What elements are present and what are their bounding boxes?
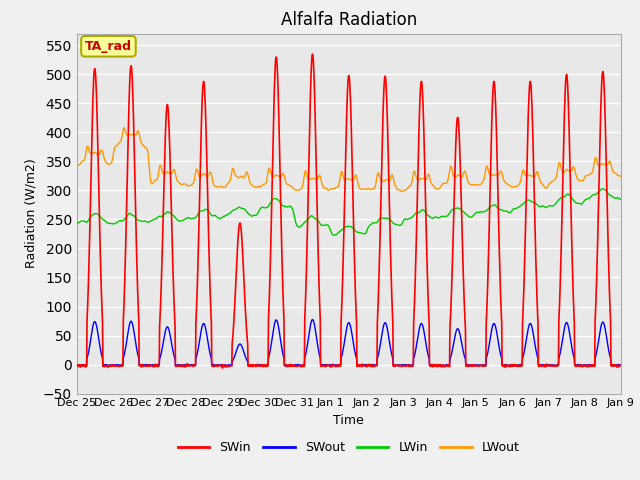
LWin — [194, 212, 202, 217]
Title: Alfalfa Radiation: Alfalfa Radiation — [281, 11, 417, 29]
SWout — [434, 362, 442, 368]
LWout — [434, 186, 442, 192]
LWout — [181, 181, 189, 187]
LWin — [617, 197, 625, 203]
Legend: SWin, SWout, LWin, LWout: SWin, SWout, LWin, LWout — [173, 436, 524, 459]
Line: LWin: LWin — [77, 189, 621, 235]
LWout — [617, 173, 625, 179]
SWin — [553, 363, 561, 369]
Line: SWin: SWin — [77, 54, 621, 368]
LWin — [330, 232, 338, 238]
LWin — [73, 220, 81, 226]
SWout — [73, 362, 81, 368]
X-axis label: Time: Time — [333, 414, 364, 427]
LWin — [599, 186, 607, 192]
LWout — [505, 182, 513, 188]
SWin — [308, 51, 316, 57]
LWin — [553, 200, 561, 205]
SWout — [180, 362, 188, 368]
SWin — [73, 363, 81, 369]
SWout — [226, 363, 234, 369]
LWin — [505, 209, 513, 215]
LWout — [553, 172, 561, 178]
Text: TA_rad: TA_rad — [85, 40, 132, 53]
LWout — [73, 162, 81, 168]
LWin — [434, 215, 442, 220]
LWout — [398, 189, 406, 194]
SWin — [218, 365, 226, 371]
LWout — [195, 170, 202, 176]
SWout — [617, 362, 625, 368]
SWout — [255, 362, 263, 368]
SWin — [617, 362, 625, 368]
LWout — [120, 125, 128, 131]
SWout — [194, 348, 202, 354]
SWout — [553, 362, 561, 368]
LWout — [255, 183, 263, 189]
SWin — [505, 363, 513, 369]
SWin — [180, 364, 188, 370]
SWin — [255, 363, 263, 369]
Line: LWout: LWout — [77, 128, 621, 192]
LWin — [255, 209, 262, 215]
SWout — [308, 317, 316, 323]
Y-axis label: Radiation (W/m2): Radiation (W/m2) — [24, 159, 37, 268]
Line: SWout: SWout — [77, 320, 621, 366]
SWin — [434, 362, 442, 368]
SWout — [505, 362, 513, 368]
SWin — [194, 267, 202, 273]
LWin — [180, 216, 188, 222]
